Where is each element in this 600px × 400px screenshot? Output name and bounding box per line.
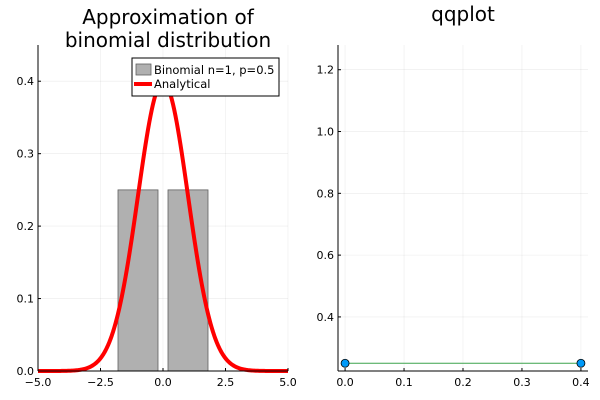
right-x-tick-label-4: 0.4 (572, 376, 590, 389)
left-chart-panel: Approximation of binomial distribution −… (17, 5, 297, 389)
legend-label-binomial: Binomial n=1, p=0.5 (154, 63, 274, 77)
right-chart-title: qqplot (431, 2, 495, 26)
right-x-tick-labels: 0.0 0.1 0.2 0.3 0.4 (336, 376, 589, 389)
right-y-tick-label-2: 0.8 (317, 187, 335, 200)
right-y-tick-labels: 0.4 0.6 0.8 1.0 1.2 (317, 64, 335, 324)
left-x-tick-label-0: −5.0 (25, 376, 52, 389)
left-chart-title-line-1: Approximation of (82, 5, 255, 29)
right-chart-panel: qqplot 0.0 0.1 0.2 0.3 0.4 0.4 0.6 0.8 1.0 1.2 (317, 2, 590, 389)
legend: Binomial n=1, p=0.5 Analytical (131, 57, 280, 97)
right-points (340, 358, 586, 368)
left-x-tick-label-3: 2.5 (217, 376, 235, 389)
right-axes (337, 45, 588, 372)
left-axes (37, 45, 289, 372)
right-y-tick-label-4: 1.2 (317, 64, 335, 77)
right-x-tick-label-3: 0.3 (513, 376, 531, 389)
left-x-tick-label-2: 0.0 (154, 376, 172, 389)
right-y-tick-label-0: 0.4 (317, 311, 335, 324)
legend-bar-swatch (135, 63, 152, 76)
left-x-tick-label-1: −2.5 (87, 376, 114, 389)
left-y-tick-label-1: 0.1 (17, 293, 35, 306)
left-y-tick-labels: 0.0 0.1 0.2 0.3 0.4 (17, 75, 35, 378)
right-y-tick-label-1: 0.6 (317, 249, 335, 262)
left-chart-title-line-2: binomial distribution (65, 28, 271, 52)
qq-point-1 (576, 358, 586, 368)
left-x-tick-label-4: 5.0 (279, 376, 297, 389)
right-x-tick-label-0: 0.0 (336, 376, 354, 389)
right-y-tick-label-3: 1.0 (317, 126, 335, 139)
left-y-tick-label-0: 0.0 (17, 365, 35, 378)
left-y-tick-label-4: 0.4 (17, 75, 35, 88)
right-x-tick-label-2: 0.2 (454, 376, 472, 389)
left-y-tick-label-2: 0.2 (17, 220, 35, 233)
qq-point-0 (340, 358, 350, 368)
left-y-tick-label-3: 0.3 (17, 148, 35, 161)
legend-box (131, 57, 280, 97)
left-x-tick-labels: −5.0 −2.5 0.0 2.5 5.0 (25, 376, 297, 389)
right-grid (338, 45, 588, 371)
right-x-tick-label-1: 0.1 (395, 376, 413, 389)
legend-label-analytical: Analytical (154, 77, 210, 91)
